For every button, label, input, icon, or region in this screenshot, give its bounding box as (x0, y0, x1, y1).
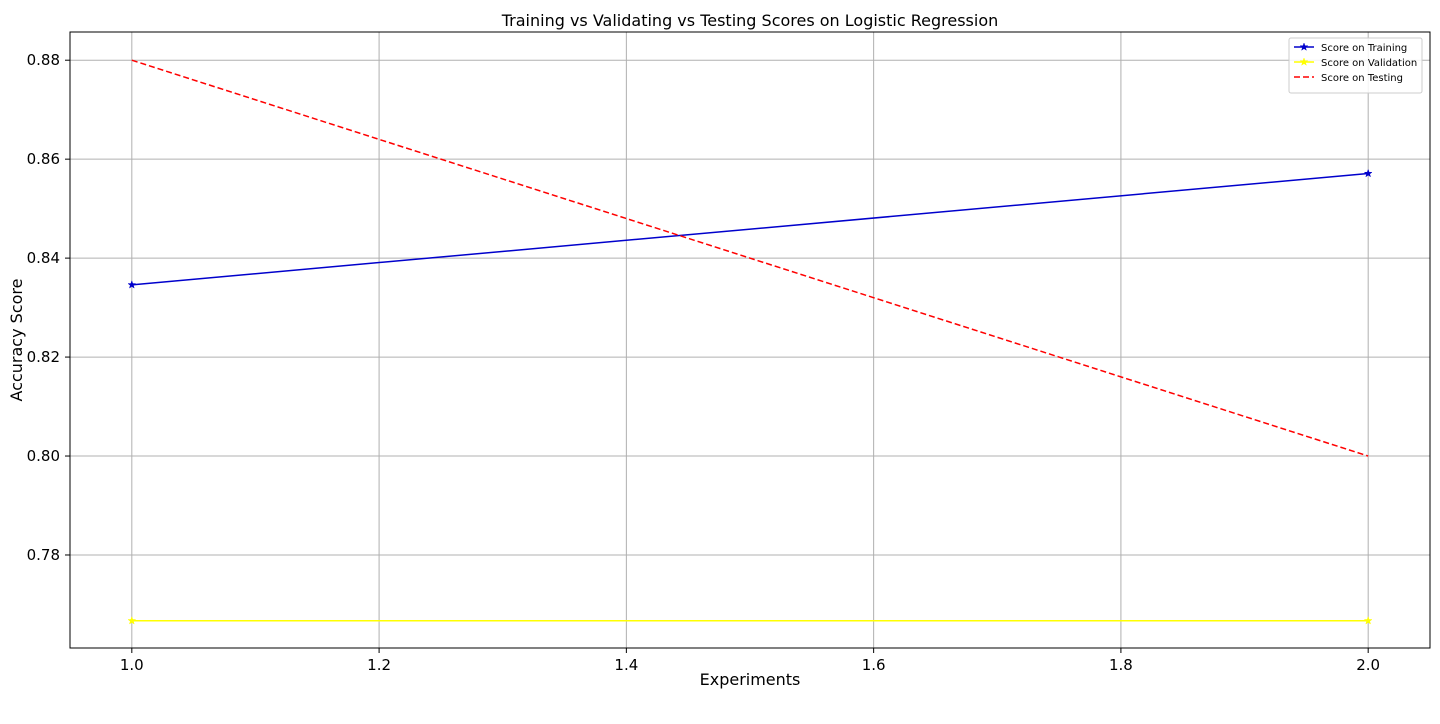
y-tick-label: 0.86 (27, 150, 60, 168)
series-point-0 (127, 280, 137, 289)
x-tick-label: 1.4 (614, 656, 638, 674)
ticks-layer: 1.0 1.2 1.4 1.6 1.8 2.0 0.78 0.80 0.82 0.84 0.86 0.… (27, 51, 1381, 674)
legend-label: Score on Testing (1321, 73, 1403, 84)
y-tick-label: 0.82 (27, 348, 60, 366)
legend-marker (1299, 42, 1309, 51)
series-point-1 (1363, 616, 1373, 625)
legend: Score on Training Score on Validation Scor… (1288, 37, 1423, 94)
chart-title: Training vs Validating vs Testing Scores… (501, 11, 999, 30)
x-tick-label: 1.6 (862, 656, 886, 674)
x-tick-label: 1.8 (1109, 656, 1133, 674)
x-tick-label: 2.0 (1356, 656, 1380, 674)
y-tick-label: 0.84 (27, 249, 60, 267)
legend-label: Score on Validation (1321, 58, 1417, 69)
y-tick-label: 0.88 (27, 51, 60, 69)
series-point-0 (1363, 168, 1373, 178)
legend-marker (1299, 57, 1309, 66)
y-tick-label: 0.78 (27, 546, 60, 564)
x-tick-label: 1.2 (367, 656, 391, 674)
x-axis-label: Experiments (700, 670, 801, 689)
series-line-2 (131, 59, 1369, 457)
legend-label: Score on Training (1321, 43, 1407, 54)
legend-box (1288, 37, 1423, 94)
grid-layer (70, 32, 1430, 648)
plot-frame (69, 31, 1431, 649)
y-axis-label: Accuracy Score (7, 279, 26, 402)
y-tick-label: 0.80 (27, 447, 60, 465)
series-point-1 (127, 616, 137, 625)
series-layer (127, 59, 1373, 625)
x-tick-label: 1.0 (120, 656, 144, 674)
series-line-0 (131, 172, 1369, 286)
